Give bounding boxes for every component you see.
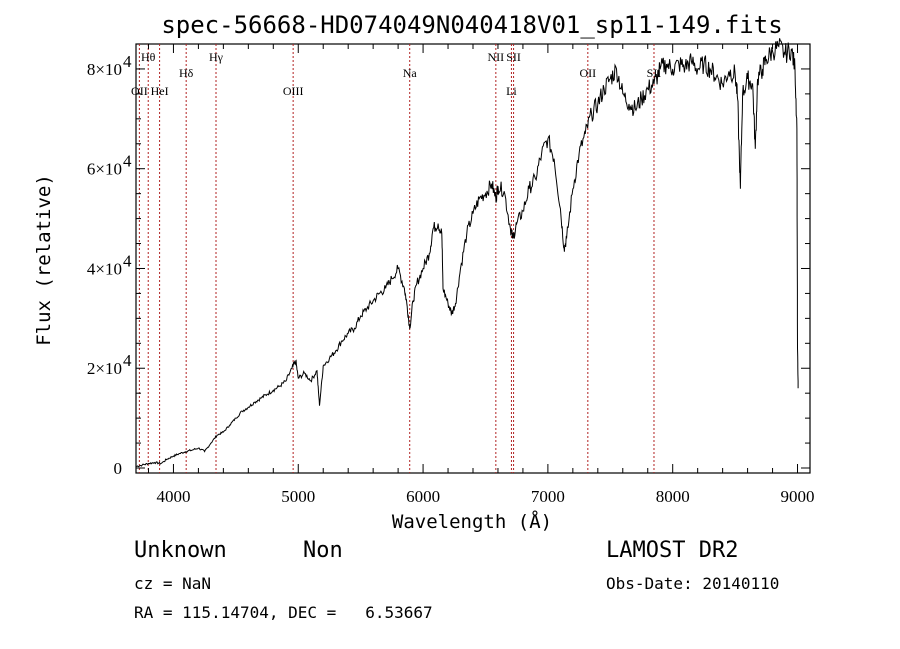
x-tick-label: 9000 [781,487,815,506]
x-tick-label: 5000 [281,487,315,506]
x-axis-label: Wavelength (Å) [392,510,552,533]
chart-title: spec-56668-HD074049N040418V01_sp11-149.f… [161,11,782,39]
spectral-line-label: OII [131,84,148,98]
ra-dec-value: RA = 115.14704, DEC = 6.53667 [134,603,433,622]
y-tick-exponent: 4 [123,351,132,370]
spectral-line-label: HeI [151,84,169,98]
plot-frame [135,43,811,474]
spectral-line-label: OIII [283,84,304,98]
spectral-line-label: Hθ [141,50,156,64]
spectral-line-label: Hγ [209,50,224,64]
spectrum-chart: spec-56668-HD074049N040418V01_sp11-149.f… [33,11,815,533]
spectral-line-label: NII [488,50,505,64]
spectrum-line [135,38,799,468]
y-tick-label: 2×10 [87,359,122,378]
y-tick-label: 6×10 [87,160,122,179]
y-tick-exponent: 4 [123,52,132,71]
spectral-line-label: Hδ [179,66,194,80]
y-tick-label: 4×10 [87,259,122,278]
x-tick-label: 7000 [531,487,565,506]
object-subclass: Non [303,538,343,563]
x-tick-label: 4000 [156,487,190,506]
obs-date: Obs-Date: 20140110 [606,574,780,593]
y-tick-exponent: 4 [123,152,132,171]
y-tick-exponent: 4 [123,251,132,270]
spectral-line-label: Na [403,66,418,80]
y-tick-label: 8×10 [87,60,122,79]
spectral-line-label: Li [506,84,517,98]
x-tick-label: 6000 [406,487,440,506]
x-tick-label: 8000 [656,487,690,506]
cz-value: cz = NaN [134,574,212,593]
object-class: Unknown [134,538,227,563]
spectral-line-label: OII [579,66,596,80]
survey-name: LAMOST DR2 [606,538,739,563]
y-tick-label: 0 [114,459,123,478]
spectral-line-label: SII [506,50,521,64]
y-axis-label: Flux (relative) [33,174,55,346]
